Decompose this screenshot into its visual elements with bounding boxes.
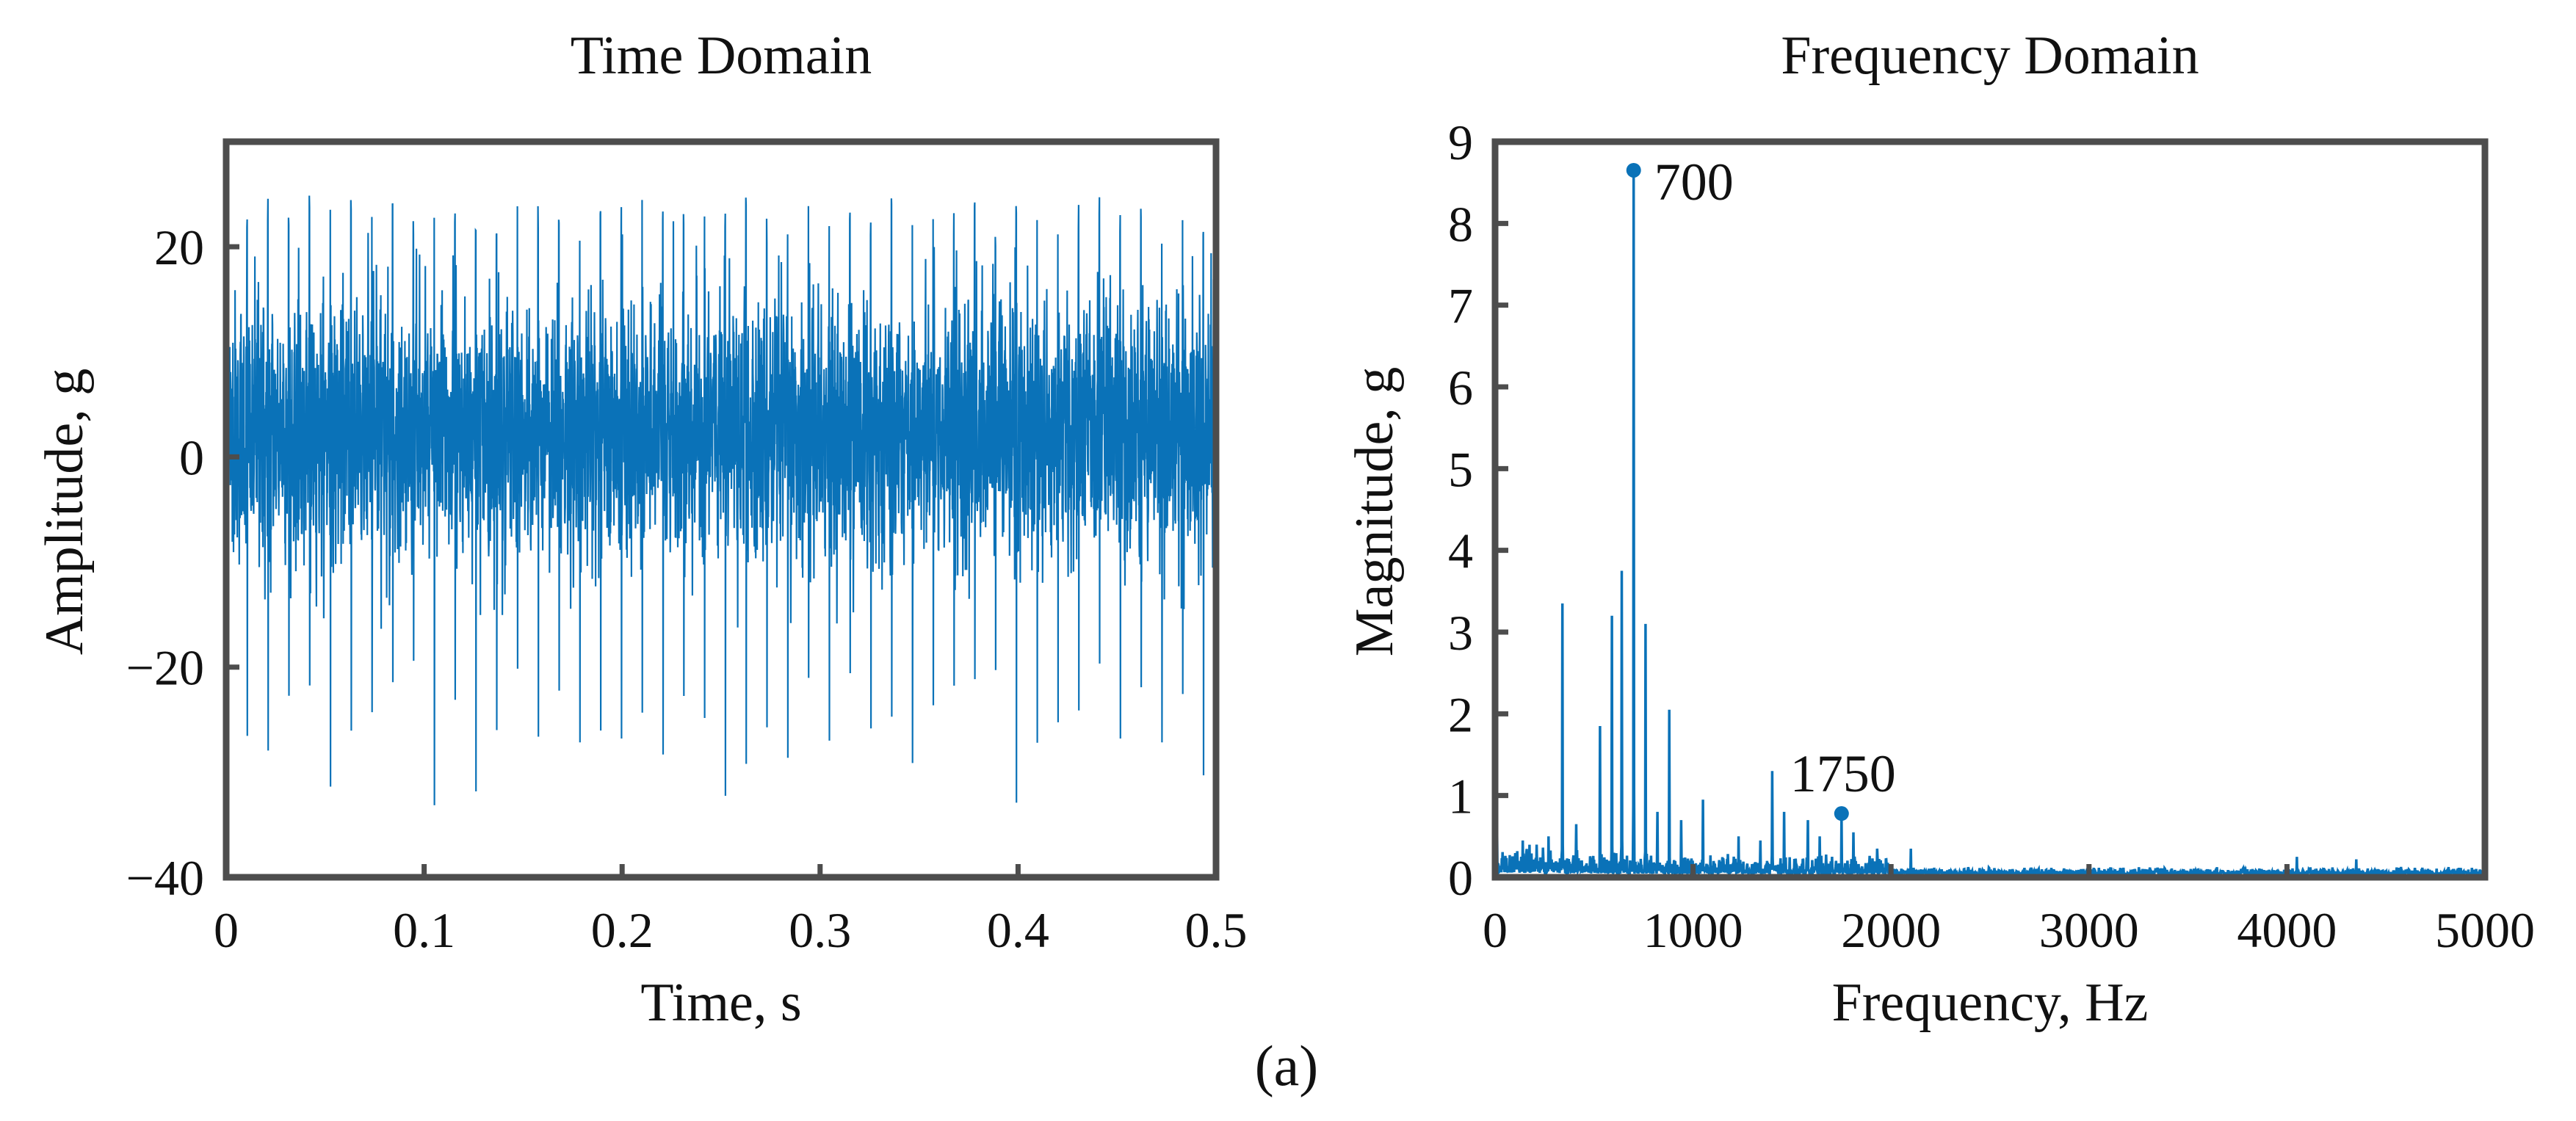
time-x-tick-label: 0.3 [789,902,851,958]
frequency-x-tick-label: 1000 [1643,902,1743,958]
frequency-x-tick-label: 2000 [1841,902,1941,958]
frequency-peak-label: 700 [1654,153,1734,211]
time-x-tick-label: 0.5 [1185,902,1248,958]
frequency-peak-annotations: 700 1750 [1626,153,1896,821]
frequency-y-tick-label: 5 [1448,441,1473,497]
time-x-tick-label: 0.2 [591,902,654,958]
frequency-y-tick-label: 9 [1448,115,1473,170]
frequency-y-tick-label: 6 [1448,360,1473,416]
time-x-tick-label: 0.4 [987,902,1049,958]
frequency-x-axis-label: Frequency, Hz [1832,973,2149,1033]
time-y-axis-label: Amplitude, g [35,369,95,656]
time-x-axis-label: Time, s [640,973,801,1033]
time-signal-line [226,195,1216,805]
frequency-y-axis-label: Magnitude, g [1345,367,1405,657]
time-domain-chart: Time Domain 0 0.1 0.2 0.3 0.4 0.5 −40 −20 0 20 T… [35,26,1248,1033]
frequency-x-tick-label: 4000 [2237,902,2337,958]
frequency-domain-title: Frequency Domain [1781,26,2199,86]
frequency-spectrum-line [1495,170,2485,877]
frequency-domain-plot-frame [1491,138,2489,881]
time-y-tick-label: −40 [126,850,204,906]
frequency-x-tick-label: 3000 [2039,902,2139,958]
frequency-y-tick-label: 0 [1448,850,1473,906]
frequency-y-tick-label: 7 [1448,278,1473,334]
frequency-spectrum-series [1495,170,2485,877]
frequency-peak-marker [1834,806,1849,821]
frequency-y-tick-label: 2 [1448,686,1473,742]
frequency-y-ticks: 0 1 2 3 4 5 6 7 8 9 [1448,115,1508,906]
frequency-peak-label: 1750 [1790,744,1896,803]
time-y-tick-label: 0 [179,429,204,485]
frequency-x-tick-label: 5000 [2435,902,2535,958]
frequency-y-tick-label: 8 [1448,196,1473,252]
time-domain-title: Time Domain [571,26,872,86]
frequency-y-tick-label: 3 [1448,605,1473,661]
frequency-x-tick-label: 0 [1483,902,1508,958]
frequency-x-ticks: 0 1000 2000 3000 4000 5000 [1483,864,2535,958]
frequency-peak-marker [1626,162,1641,178]
time-y-tick-label: 20 [154,220,204,275]
time-x-tick-label: 0 [214,902,239,958]
figure-caption: (a) [1255,1034,1319,1098]
time-x-ticks: 0 0.1 0.2 0.3 0.4 0.5 [214,864,1248,958]
time-domain-plot-frame [222,138,1220,881]
time-signal-series [226,195,1216,805]
time-x-tick-label: 0.1 [393,902,455,958]
frequency-y-tick-label: 1 [1448,769,1473,824]
time-y-ticks: −40 −20 0 20 [126,220,239,906]
frequency-y-tick-label: 4 [1448,523,1473,579]
time-y-tick-label: −20 [126,640,204,696]
